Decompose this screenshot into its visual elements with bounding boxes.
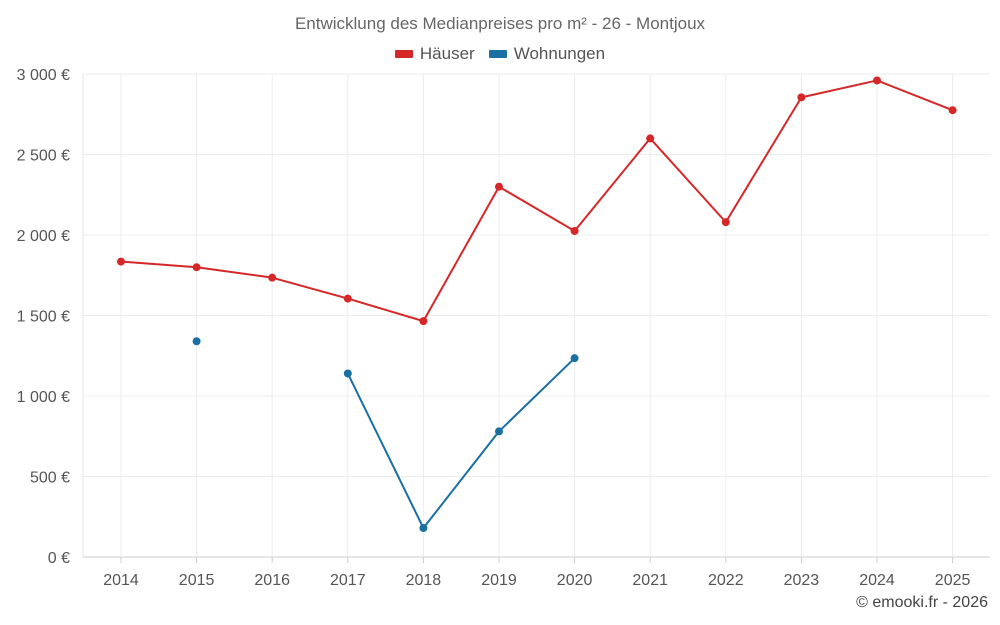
x-tick-label: 2023 (784, 572, 820, 589)
x-tick-label: 2015 (179, 572, 215, 589)
data-point-wohnungen (419, 524, 428, 533)
y-tick-label: 2 500 € (17, 148, 70, 165)
series-line-wohnungen (346, 357, 576, 530)
chart-title: Entwicklung des Medianpreises pro m² - 2… (294, 14, 706, 33)
data-point-wohnungen (570, 354, 579, 363)
copyright-credit: © emooki.fr - 2026 (856, 594, 988, 611)
x-tick-label: 2025 (935, 572, 971, 589)
data-point-haeuser (570, 226, 579, 235)
data-point-wohnungen (192, 337, 201, 346)
data-point-haeuser (646, 134, 655, 143)
y-tick-label: 500 € (30, 470, 70, 487)
data-point-wohnungen (343, 369, 352, 378)
legend-item-haeuser[interactable]: Häuser (394, 44, 475, 64)
x-tick-label: 2016 (254, 572, 290, 589)
data-point-haeuser (343, 294, 352, 303)
chart-legend: Häuser Wohnungen (0, 44, 1000, 64)
data-point-haeuser (268, 273, 277, 282)
data-point-haeuser (721, 218, 730, 227)
data-point-haeuser (192, 263, 201, 272)
legend-swatch-haeuser (394, 50, 413, 58)
legend-label-wohnungen: Wohnungen (513, 44, 606, 63)
x-tick-label: 2018 (406, 572, 442, 589)
data-point-haeuser (948, 106, 957, 115)
x-tick-label: 2022 (708, 572, 744, 589)
data-point-haeuser (117, 257, 125, 266)
data-point-haeuser (873, 76, 881, 85)
y-tick-label: 0 € (48, 550, 70, 567)
x-tick-label: 2020 (557, 572, 593, 589)
data-point-haeuser (797, 93, 806, 102)
y-tick-label: 3 000 € (17, 67, 70, 84)
x-tick-label: 2014 (103, 572, 139, 589)
x-tick-label: 2017 (330, 572, 366, 589)
data-point-wohnungen (495, 427, 503, 436)
x-tick-label: 2019 (481, 572, 517, 589)
data-point-haeuser (495, 182, 503, 191)
legend-swatch-wohnungen (488, 50, 507, 58)
y-tick-label: 1 000 € (17, 389, 70, 406)
y-tick-label: 2 000 € (17, 228, 70, 245)
data-point-haeuser (419, 317, 428, 326)
legend-label-haeuser: Häuser (419, 44, 475, 63)
x-tick-label: 2024 (859, 572, 895, 589)
series-line-haeuser (120, 79, 953, 323)
legend-item-wohnungen[interactable]: Wohnungen (488, 44, 606, 64)
y-tick-label: 1 500 € (17, 309, 70, 326)
x-tick-label: 2021 (632, 572, 668, 589)
